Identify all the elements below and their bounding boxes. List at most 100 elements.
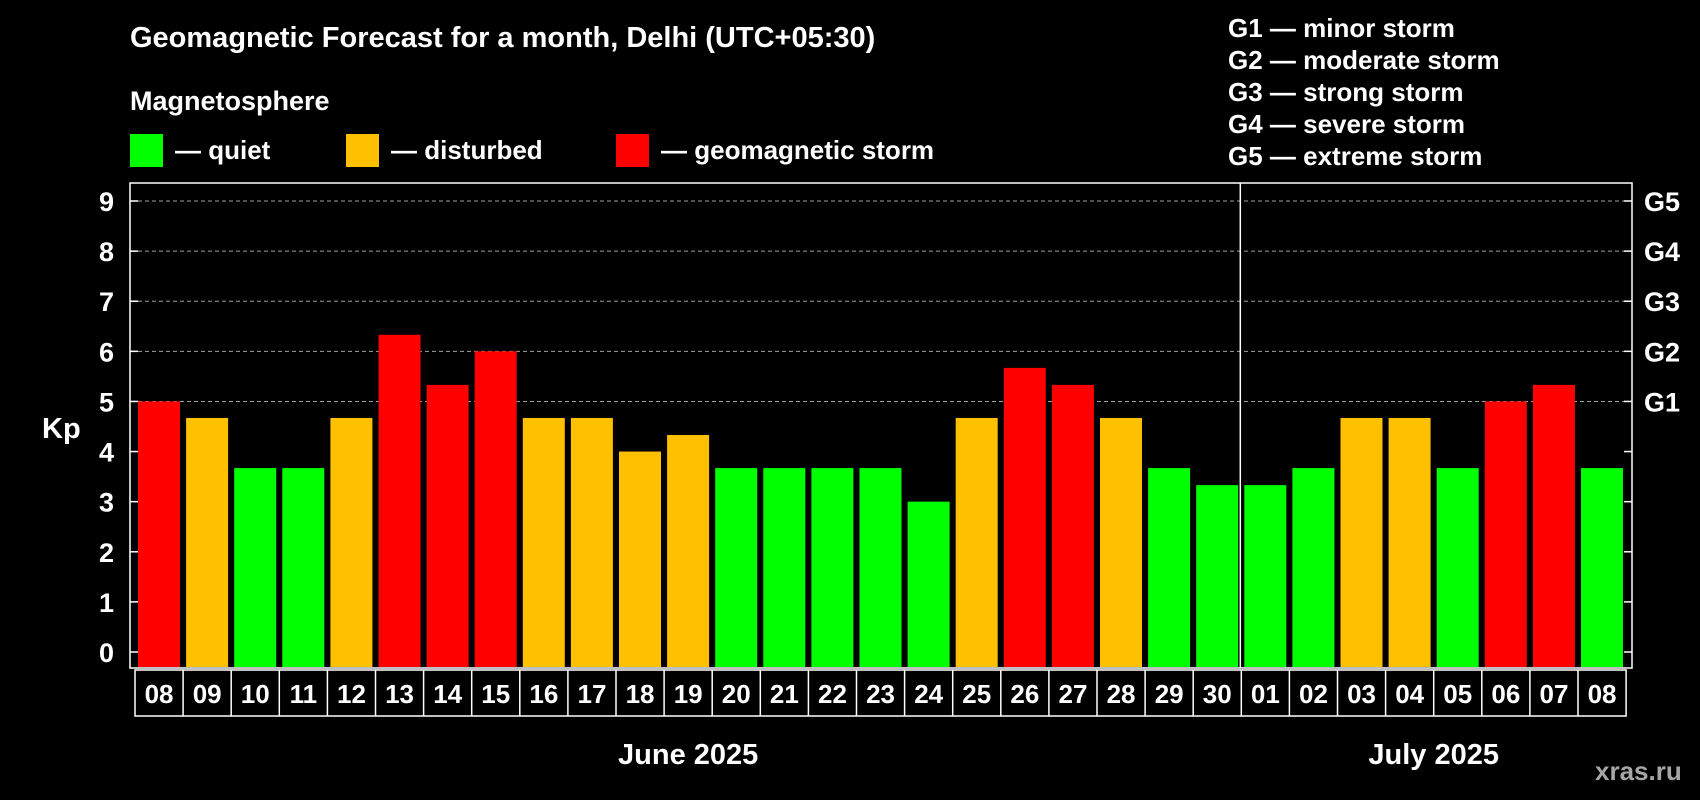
bar-day-23-15 <box>859 468 902 667</box>
y-tick-label-4: 4 <box>99 438 114 468</box>
legend-swatch-disturbed <box>346 134 379 167</box>
legend-label-disturbed: — disturbed <box>391 135 543 165</box>
bar-day-11-3 <box>282 468 325 667</box>
date-label-5: 13 <box>385 679 414 709</box>
bar-day-08-30 <box>1581 468 1623 667</box>
y-tick-label-2: 2 <box>99 538 114 568</box>
legend-label-storm: — geomagnetic storm <box>661 135 935 165</box>
bar-day-08-0 <box>138 401 180 667</box>
bar-day-25-17 <box>955 417 998 667</box>
date-label-22: 30 <box>1203 679 1232 709</box>
g-level-label-g1: G1 <box>1644 387 1680 417</box>
bar-day-12-4 <box>330 417 373 667</box>
date-label-30: 08 <box>1588 679 1617 709</box>
date-label-3: 11 <box>290 679 318 709</box>
month-label-1: July 2025 <box>1368 739 1499 771</box>
bar-day-21-13 <box>763 468 806 667</box>
legend-swatch-quiet <box>130 134 163 167</box>
date-label-16: 24 <box>914 679 943 709</box>
bar-day-19-11 <box>667 435 710 667</box>
bar-day-02-24 <box>1292 468 1335 667</box>
bar-day-22-14 <box>811 468 854 667</box>
chart-title: Geomagnetic Forecast for a month, Delhi … <box>130 22 876 54</box>
date-label-21: 29 <box>1155 679 1184 709</box>
g-level-label-g2: G2 <box>1644 337 1680 367</box>
date-label-29: 07 <box>1539 679 1568 709</box>
bar-day-18-10 <box>619 451 661 667</box>
legend-item-storm: — geomagnetic storm <box>616 134 934 167</box>
date-label-18: 26 <box>1010 679 1039 709</box>
date-label-17: 25 <box>962 679 991 709</box>
date-label-0: 08 <box>145 679 174 709</box>
y-axis-title: Kp <box>42 413 81 445</box>
bar-day-26-18 <box>1003 367 1046 667</box>
date-label-23: 01 <box>1251 679 1280 709</box>
date-label-6: 14 <box>433 679 462 709</box>
y-tick-label-7: 7 <box>99 287 114 317</box>
date-label-10: 18 <box>626 679 655 709</box>
bar-day-10-2 <box>234 468 277 667</box>
g-scale-g3: G3 — strong storm <box>1228 77 1464 107</box>
legend-item-quiet: — quiet <box>130 134 270 167</box>
g-scale-g2: G2 — moderate storm <box>1228 45 1500 75</box>
g-level-label-g5: G5 <box>1644 187 1680 217</box>
legend-swatch-storm <box>616 134 649 167</box>
bar-day-17-9 <box>570 417 613 667</box>
date-label-frame <box>134 669 1627 717</box>
g-scale-g1: G1 — minor storm <box>1228 13 1455 43</box>
plot-frame <box>129 182 1633 669</box>
chart-subtitle: Magnetosphere <box>130 86 330 116</box>
date-label-24: 02 <box>1299 679 1328 709</box>
date-label-19: 27 <box>1058 679 1087 709</box>
date-label-26: 04 <box>1395 679 1424 709</box>
bar-day-01-23 <box>1244 485 1287 667</box>
bar-day-03-25 <box>1340 417 1383 667</box>
date-label-25: 03 <box>1347 679 1376 709</box>
month-label-0: June 2025 <box>618 739 758 771</box>
date-label-11: 19 <box>674 679 703 709</box>
g-level-label-g3: G3 <box>1644 287 1680 317</box>
legend-item-disturbed: — disturbed <box>346 134 543 167</box>
bar-day-05-27 <box>1436 468 1479 667</box>
bar-day-04-26 <box>1388 417 1431 667</box>
bar-day-16-8 <box>522 417 565 667</box>
bar-day-24-16 <box>907 501 950 667</box>
date-label-4: 12 <box>337 679 366 709</box>
y-tick-label-6: 6 <box>99 337 114 367</box>
date-label-1: 09 <box>193 679 222 709</box>
y-tick-label-1: 1 <box>99 588 114 618</box>
bar-day-27-19 <box>1051 384 1094 667</box>
g-scale-g5: G5 — extreme storm <box>1228 141 1483 171</box>
date-label-9: 17 <box>577 679 606 709</box>
bar-day-13-5 <box>378 334 421 667</box>
bar-day-30-22 <box>1196 485 1239 667</box>
date-label-27: 05 <box>1443 679 1472 709</box>
g-scale-legend: G1 — minor storm G2 — moderate storm G3 … <box>1228 12 1500 172</box>
bar-day-28-20 <box>1100 417 1142 667</box>
y-tick-label-5: 5 <box>99 387 114 417</box>
date-label-28: 06 <box>1491 679 1520 709</box>
legend-label-quiet: — quiet <box>175 135 271 165</box>
g-scale-g4: G4 — severe storm <box>1228 109 1466 139</box>
watermark: xras.ru <box>1595 756 1682 786</box>
date-label-15: 23 <box>866 679 895 709</box>
date-label-14: 22 <box>818 679 847 709</box>
date-label-20: 28 <box>1107 679 1136 709</box>
bar-day-29-21 <box>1148 468 1191 667</box>
bar-day-14-6 <box>426 384 469 667</box>
bar-day-20-12 <box>715 468 758 667</box>
y-tick-label-8: 8 <box>99 237 114 267</box>
y-tick-label-9: 9 <box>99 187 114 217</box>
g-level-label-g4: G4 <box>1644 237 1680 267</box>
date-label-12: 20 <box>722 679 751 709</box>
date-label-13: 21 <box>770 679 799 709</box>
bar-day-09-1 <box>186 417 229 667</box>
bar-day-06-28 <box>1484 401 1527 667</box>
bar-day-07-29 <box>1532 384 1575 667</box>
bar-day-15-7 <box>474 351 517 667</box>
y-tick-label-3: 3 <box>99 488 114 518</box>
date-label-7: 15 <box>481 679 510 709</box>
date-label-2: 10 <box>241 679 270 709</box>
date-label-8: 16 <box>529 679 558 709</box>
